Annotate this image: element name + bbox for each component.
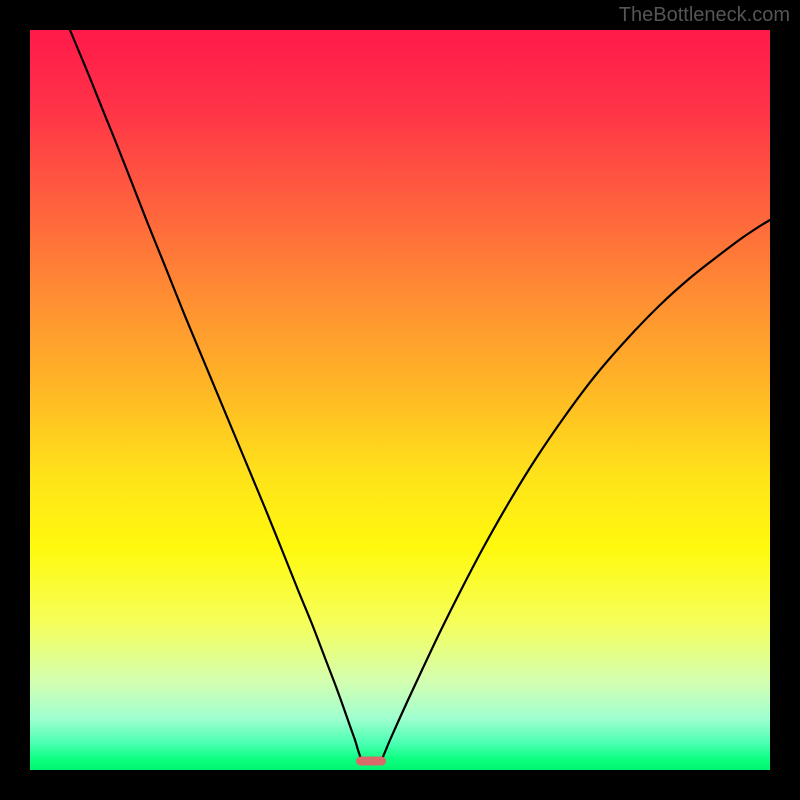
plot-background [30,30,770,770]
bottleneck-chart: TheBottleneck.com [0,0,800,800]
watermark-text: TheBottleneck.com [619,4,790,27]
vertex-marker [356,757,386,766]
chart-svg [0,0,800,800]
